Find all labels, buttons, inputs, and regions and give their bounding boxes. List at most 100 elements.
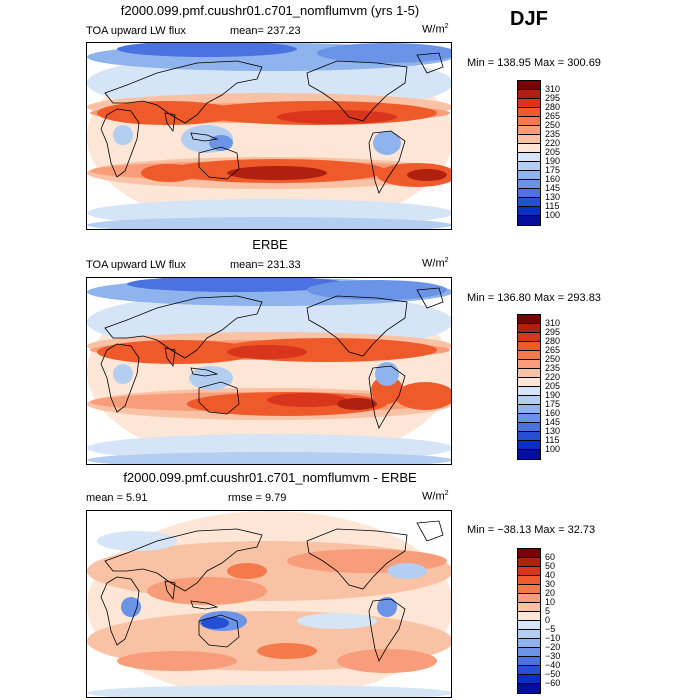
colorbar-tick-label: 160 [545,408,561,418]
colorbar-box [518,576,540,585]
contour-fill [297,613,377,629]
panel-2-mean: mean= 231.33 [230,259,301,271]
contour-fill [387,563,427,579]
colorbar-box [518,198,540,207]
map-field [87,511,451,697]
contour-fill [97,531,177,551]
colorbar-box [518,612,540,621]
colorbar-tick-label: 190 [545,390,561,400]
contour-fill [307,280,447,300]
colorbar-box [518,99,540,108]
colorbar-box [518,396,540,405]
colorbar-box [518,558,540,567]
contour-fill [113,125,133,145]
colorbar-box [518,567,540,576]
map-field [87,278,451,464]
colorbar-box [518,162,540,171]
coastline [306,295,408,357]
colorbar-box [518,153,540,162]
panel-3-rmse: rmse = 9.79 [228,492,287,504]
contour-fill [97,340,257,364]
panel-2-minmax: Min = 136.80 Max = 293.83 [467,292,601,304]
colorbar-tick-label: 10 [545,597,556,607]
colorbar-tick-label: 250 [545,354,561,364]
colorbar-box [518,117,540,126]
contour-fill [337,398,377,410]
contour-fill [113,364,133,384]
coastline [198,614,240,648]
colorbar-box [518,441,540,450]
panel-3-map [86,510,452,698]
panel-2-variable-label: TOA upward LW flux [86,259,186,271]
colorbar-tick-label: 175 [545,165,561,175]
contour-fill [227,166,327,180]
colorbar-box [518,108,540,117]
colorbar-tick-label: 0 [545,615,551,625]
colorbar-tick-label: 100 [545,210,561,220]
colorbar-tick-label: 100 [545,444,561,454]
colorbar-tick-label: 190 [545,156,561,166]
colorbar-tick-label: −10 [545,633,561,643]
contour-fill [201,617,229,629]
colorbar-box [518,189,540,198]
coastline [190,367,219,377]
panel-3-title: f2000.099.pmf.cuushr01.c701_nomflumvm - … [123,470,417,485]
colorbar-tick-label: 30 [545,579,556,589]
panel-1-title: f2000.099.pmf.cuushr01.c701_nomflumvm (y… [120,3,420,18]
colorbar-box [518,351,540,360]
contour-fill [377,597,397,617]
colorbar-tick-label: −5 [545,624,556,634]
colorbar-box [518,621,540,630]
contour-fill [189,366,233,390]
contour-fill [87,685,451,697]
colorbar-tick-label: 115 [545,201,560,211]
coastline [104,295,263,359]
colorbar-box [518,594,540,603]
colorbar-box [518,216,540,225]
colorbar-box [518,369,540,378]
coastline [164,112,176,133]
colorbar-box [518,180,540,189]
coastline [104,528,263,592]
contour-fill [227,345,307,359]
colorbar-tick-label: 60 [545,552,556,562]
contour-fill [87,452,451,464]
colorbar-box [518,684,540,693]
panel-1-map [86,42,452,230]
colorbar-tick-label: 220 [545,138,561,148]
contour-fill [267,393,347,407]
coastline [164,347,176,368]
coastline [416,287,444,309]
coastline [164,580,176,601]
colorbar-tick-label: 130 [545,426,561,436]
map-field [87,43,451,229]
contour-fill [117,651,237,671]
coastline [416,520,444,542]
contour-fill [227,563,267,579]
colorbar-tick-label: 265 [545,345,561,355]
colorbar-tick-label: 235 [545,129,561,139]
coastline [368,598,406,662]
panel-1-colorbar [517,80,541,226]
coastline [368,365,406,429]
colorbar-tick-label: −20 [545,642,561,652]
season-label: DJF [510,8,548,30]
colorbar-box [518,549,540,558]
coastline [198,381,240,415]
panel-3-minmax: Min = −38.13 Max = 32.73 [467,524,596,536]
colorbar-box [518,135,540,144]
colorbar-tick-label: −40 [545,660,561,670]
panel-2-colorbar [517,314,541,460]
coastline [190,132,219,142]
colorbar-tick-label: −30 [545,651,561,661]
panel-2-map [86,277,452,465]
colorbar-box [518,144,540,153]
contour-fill [371,376,403,404]
colorbar-box [518,378,540,387]
contour-fill [147,577,267,605]
panel-1-units: W/m2 [422,23,449,36]
colorbar-tick-label: 175 [545,399,561,409]
contour-fill [141,164,197,182]
colorbar-box [518,405,540,414]
colorbar-tick-label: 115 [545,435,560,445]
